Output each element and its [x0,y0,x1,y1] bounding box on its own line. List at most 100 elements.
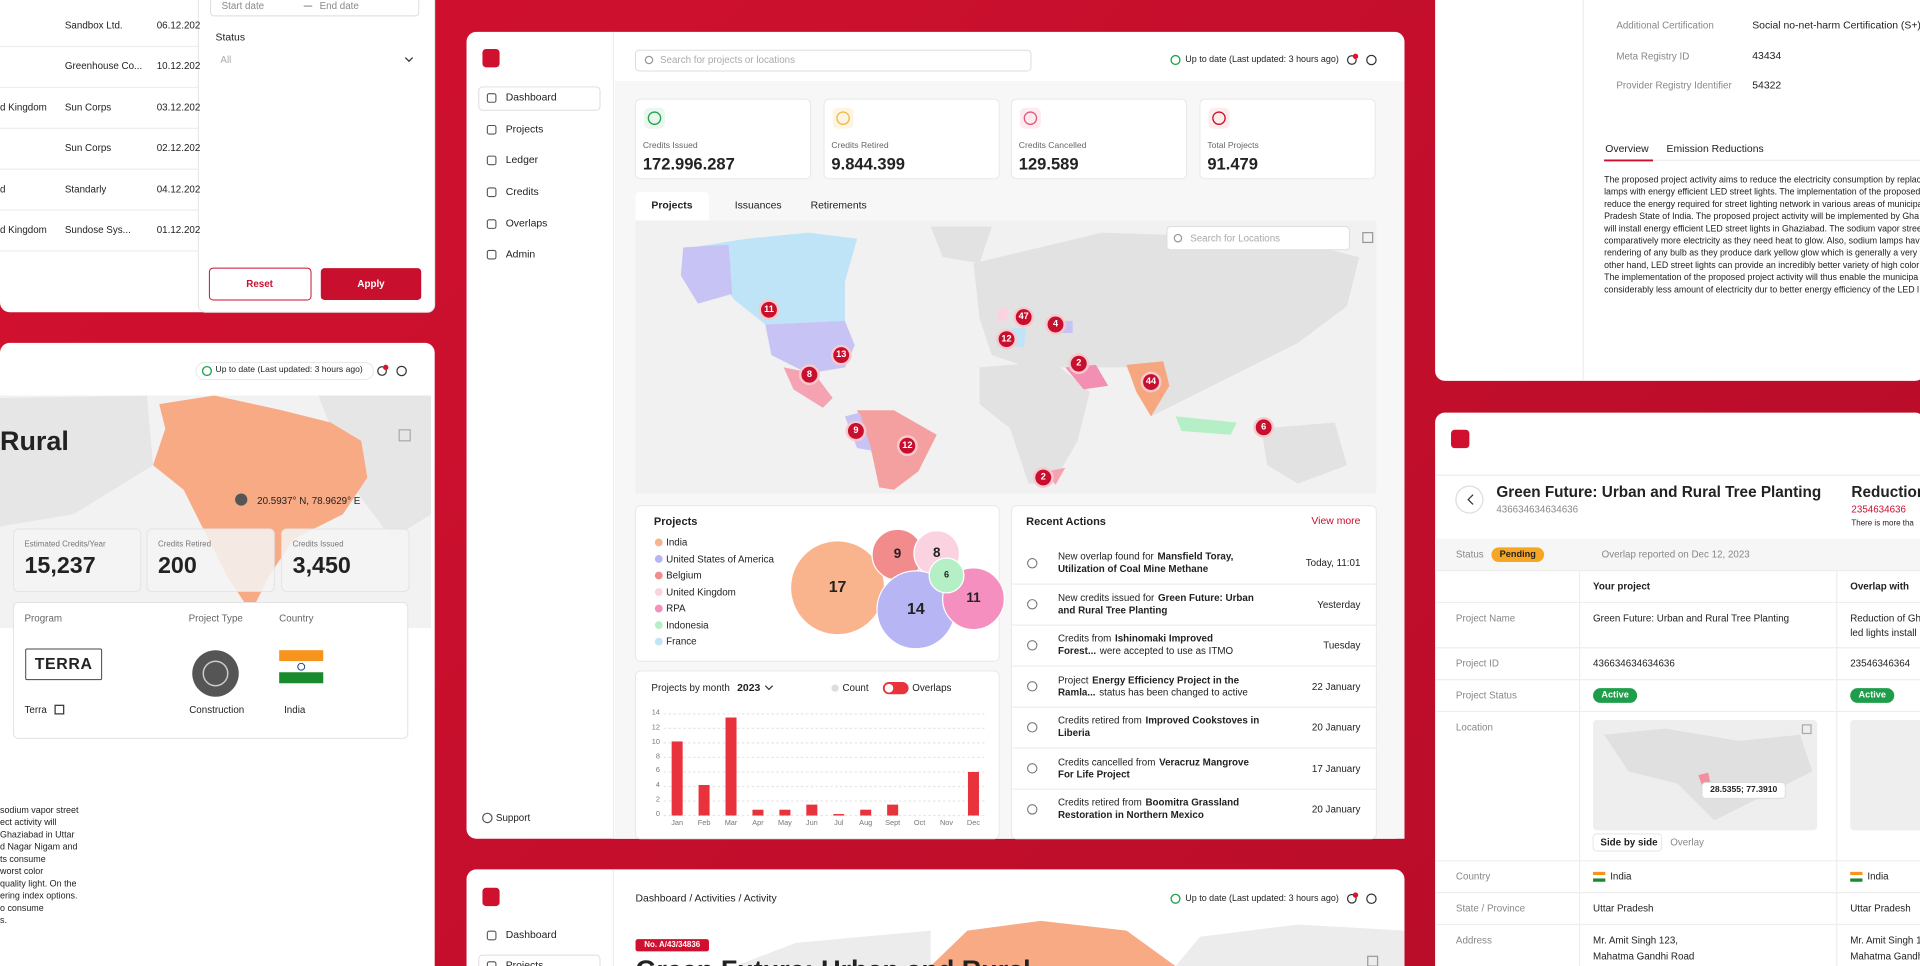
action-text-part: Credits retired from [1057,715,1142,727]
stat-card [12,528,142,592]
label: 129.589 [1018,154,1079,173]
label: Estimated Credits/Year [24,540,106,549]
link[interactable]: View more [1311,514,1361,527]
label: 2354634636 [1851,503,1906,515]
nav-item[interactable]: Overlaps [505,216,548,230]
nav-item[interactable]: Admin [505,247,536,260]
kpi-icon-bg [832,107,854,129]
bar [671,741,683,816]
support-icon [482,812,493,824]
nav-icon [486,155,497,166]
tab[interactable]: Overview [1605,142,1649,155]
label: Recent Actions [1026,515,1106,528]
label: Reduction of Gh [1850,612,1920,624]
kpi-icon-bg [1208,107,1230,129]
label: ering index options. [0,889,78,901]
label: Project Type [188,612,243,624]
nav-item[interactable]: Dashboard [505,928,557,941]
label: RPA [666,602,686,614]
label: Country [279,612,314,624]
label: Projects [653,515,698,528]
x-tick-label: Sept [885,819,901,828]
status-icon [1170,54,1181,66]
map-region [735,930,931,966]
tab[interactable]: Side by side [1600,836,1658,848]
back-button [1455,485,1484,514]
logo [482,887,500,907]
x-tick-label: Oct [913,819,926,828]
bubble-label: 11 [966,591,981,606]
map-region [857,410,937,490]
label: Mr. Amit Singh 123, [1593,934,1679,946]
tab[interactable]: Issuances [734,198,782,211]
label: 01.12.202 [156,224,201,236]
tab[interactable]: Emission Reductions [1666,142,1764,155]
cluster-label: 6 [1261,420,1267,432]
action-text: Credits from Ishinomaki Improved Forest..… [1058,633,1266,657]
label: Up to date (Last updated: 3 hours ago) [215,366,363,375]
action-subject: Mansfield Toray, Utilization of Coal Min… [1057,551,1234,575]
nav-item[interactable]: Credits [505,185,539,198]
bubble-label: 14 [907,599,925,618]
action-subject: Ishinomaki Improved Forest... [1057,633,1213,657]
status-icon [1170,893,1181,904]
nav-item[interactable]: Support [495,812,531,824]
status-pill [1850,688,1895,703]
notification-dot [1352,892,1359,898]
button-label[interactable]: Reset [246,278,273,290]
action-text-part: Credits from [1057,633,1112,645]
nav-item[interactable]: Projects [505,958,544,966]
nav-item[interactable]: Dashboard [505,90,557,104]
label: Today, 11:01 [1305,557,1361,569]
tab[interactable]: Projects [651,198,693,211]
nav-item[interactable]: Ledger [505,153,539,166]
label[interactable]: Search for Locations [1190,232,1281,244]
action-text: Credits retired from Boomitra Grassland R… [1058,797,1266,821]
label: Start date [221,0,265,12]
tab[interactable]: Overlay [1670,836,1704,848]
search-icon [644,55,654,65]
cluster [845,420,867,442]
nav-item[interactable]: Projects [505,122,544,135]
y-tick-label: 12 [651,724,661,732]
label: 04.12.202 [156,183,201,195]
toggle-label[interactable]: Count [842,682,869,694]
badge [635,939,709,952]
panel [1435,0,1920,381]
status-icon [201,365,213,377]
toggle-label[interactable]: Overlaps [912,682,952,694]
bell-icon [377,366,387,376]
label: No. A/43/34836 [644,940,701,950]
label: Pending [1499,548,1536,560]
bell-icon [1346,55,1357,65]
flag [1850,871,1863,876]
link[interactable]: Terra [24,704,47,716]
y-tick-label: 8 [655,753,661,761]
label[interactable]: Search for projects or locations [660,54,796,66]
expand-icon [1362,232,1374,244]
label: Sandbox Ltd. [64,20,123,32]
notification-dot [383,364,389,371]
y-tick-label: 6 [655,767,661,776]
bar [779,809,791,816]
label: Pradesh State of India. The proposed pro… [1604,210,1919,222]
label[interactable]: 2023 [737,680,761,694]
action-subject: Energy Efficiency Project in the Ramla..… [1057,674,1240,698]
action-icon [1027,599,1038,610]
bell-icon [1346,893,1357,904]
label[interactable]: All [220,54,232,66]
label: 15,237 [24,553,96,580]
label: Mahatma Gandhi Road [1593,950,1695,962]
kpi-icon [1023,111,1038,125]
label: Green Future: Urban and Rural Tree Plant… [1496,483,1822,501]
label: 9.844.399 [831,154,905,173]
label: Status [1455,549,1484,561]
x-tick-label: May [777,819,792,828]
action-text: Credits retired from Improved Cookstoves … [1058,715,1266,739]
tab[interactable]: Retirements [810,198,867,211]
map-region [930,226,992,264]
bubble-label: 8 [932,545,941,561]
button-label[interactable]: Apply [357,278,385,290]
action-text: New credits issued for Green Future: Urba… [1058,592,1266,616]
bar [860,809,872,816]
